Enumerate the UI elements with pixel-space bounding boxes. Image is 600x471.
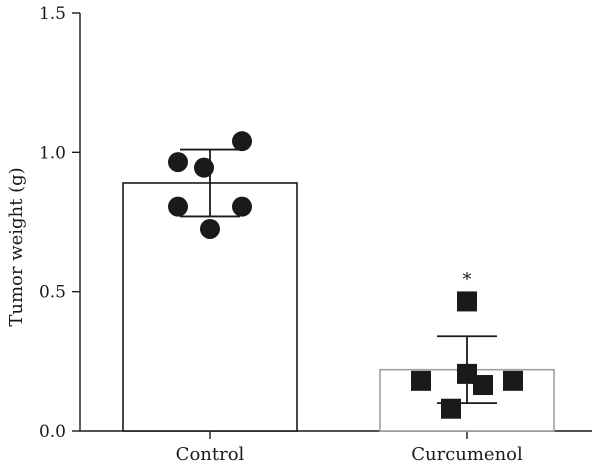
data-point [457,291,477,312]
data-point [168,152,188,173]
error-bars [180,148,497,405]
data-point [200,218,220,239]
data-point [168,196,188,217]
data-point [232,196,252,217]
data-points [168,131,523,419]
data-point [232,131,252,152]
x-tick-label: Curcumenol [411,444,523,465]
data-point [503,370,523,391]
data-point [441,398,461,419]
labels: * [463,269,472,290]
y-tick-label: 0.0 [39,422,66,442]
x-tick-label: Control [176,444,245,465]
data-point [473,375,493,396]
data-point [194,157,214,178]
bars [122,182,555,432]
significance-marker: * [463,269,472,290]
data-point [411,370,431,391]
y-tick-label: 1.0 [39,143,66,163]
y-tick-label: 1.5 [39,4,66,24]
y-tick-label: 0.5 [39,283,66,303]
y-axis-title: Tumor weight (g) [6,167,27,326]
